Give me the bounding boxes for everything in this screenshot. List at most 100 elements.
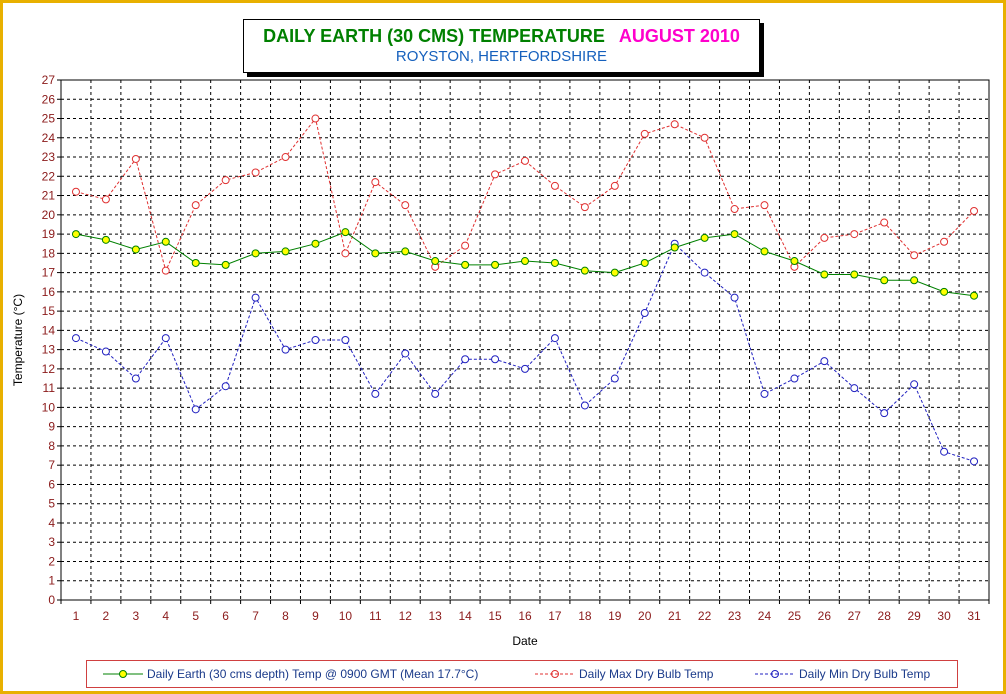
data-point-earth <box>610 268 619 277</box>
data-point-max <box>580 203 589 212</box>
y-tick-label: 25 <box>42 112 56 126</box>
data-point-min <box>161 334 170 343</box>
data-point-max <box>880 218 889 227</box>
x-tick-label: 28 <box>878 609 892 623</box>
data-point-min <box>610 374 619 383</box>
y-tick-label: 26 <box>42 92 56 106</box>
y-tick-label: 17 <box>42 266 56 280</box>
data-point-max <box>760 201 769 210</box>
data-point-min <box>940 447 949 456</box>
y-tick-label: 27 <box>42 73 56 87</box>
data-point-earth <box>700 233 709 242</box>
data-point-earth <box>371 249 380 258</box>
legend-label-max: Daily Max Dry Bulb Temp <box>579 667 714 681</box>
data-point-earth <box>281 247 290 256</box>
data-point-earth <box>790 257 799 266</box>
data-point-min <box>491 355 500 364</box>
data-point-earth <box>491 260 500 269</box>
data-point-max <box>550 181 559 190</box>
x-tick-label: 24 <box>758 609 772 623</box>
data-point-earth <box>521 257 529 266</box>
y-tick-label: 16 <box>42 285 56 299</box>
y-tick-label: 12 <box>42 362 56 376</box>
data-point-min <box>131 374 140 383</box>
y-tick-label: 5 <box>48 497 55 511</box>
x-tick-label: 14 <box>458 609 472 623</box>
y-tick-label: 10 <box>42 400 56 414</box>
data-point-min <box>431 389 440 398</box>
data-point-min <box>341 336 350 344</box>
data-point-min <box>521 364 529 373</box>
data-point-min <box>251 293 260 302</box>
x-tick-label: 18 <box>578 609 592 623</box>
x-tick-label: 26 <box>818 609 832 623</box>
x-tick-label: 3 <box>132 609 139 623</box>
legend-label-earth: Daily Earth (30 cms depth) Temp @ 0900 G… <box>147 667 479 681</box>
data-point-max <box>401 201 410 210</box>
y-tick-label: 9 <box>48 420 55 434</box>
data-point-earth <box>401 247 410 256</box>
data-point-max <box>161 266 170 275</box>
series-min <box>71 239 979 466</box>
x-tick-label: 10 <box>339 609 353 623</box>
y-tick-label: 3 <box>48 535 55 549</box>
data-point-earth <box>880 276 889 285</box>
data-point-earth <box>191 258 200 267</box>
data-point-min <box>221 382 230 391</box>
data-point-min <box>580 401 589 410</box>
x-tick-label: 13 <box>429 609 443 623</box>
legend: Daily Earth (30 cms depth) Temp @ 0900 G… <box>86 660 958 688</box>
data-point-min <box>191 405 200 414</box>
data-point-earth <box>820 270 829 279</box>
series-earth <box>71 228 979 300</box>
data-point-max <box>610 181 619 190</box>
data-point-earth <box>850 270 859 279</box>
data-point-max <box>131 154 140 163</box>
title-line: DAILY EARTH (30 CMS) TEMPERATURE AUGUST 2… <box>244 25 759 47</box>
y-tick-label: 20 <box>42 208 56 222</box>
x-tick-label: 1 <box>73 609 80 623</box>
x-tick-label: 5 <box>192 609 199 623</box>
data-point-max <box>820 233 829 242</box>
data-point-max <box>670 120 679 129</box>
x-tick-label: 31 <box>967 609 981 623</box>
chart-month: AUGUST 2010 <box>618 26 740 46</box>
y-tick-label: 18 <box>42 246 56 260</box>
data-point-max <box>341 249 350 258</box>
data-point-min <box>820 357 829 366</box>
x-tick-label: 6 <box>222 609 229 623</box>
legend-label-min: Daily Min Dry Bulb Temp <box>799 667 931 681</box>
data-point-max <box>910 251 919 260</box>
data-point-max <box>71 187 80 196</box>
data-point-min <box>71 334 80 343</box>
data-point-max <box>101 195 110 204</box>
data-point-max <box>491 170 500 179</box>
data-point-earth <box>311 239 320 248</box>
data-point-min <box>461 355 470 364</box>
data-point-earth <box>910 276 919 285</box>
y-tick-label: 21 <box>42 189 56 203</box>
y-axis-label: Temperature (°C) <box>11 294 25 386</box>
y-tick-label: 4 <box>48 516 55 530</box>
y-axis: 0123456789101112131415161718192021222324… <box>42 73 61 607</box>
x-tick-label: 30 <box>937 609 951 623</box>
data-point-max <box>461 241 470 250</box>
x-tick-label: 7 <box>252 609 259 623</box>
plot-area <box>60 79 990 601</box>
title-box: DAILY EARTH (30 CMS) TEMPERATURE AUGUST 2… <box>243 19 760 73</box>
data-point-max <box>940 237 949 246</box>
data-point-max <box>850 230 859 239</box>
data-point-earth <box>461 260 470 269</box>
data-point-max <box>730 205 739 214</box>
data-point-min <box>850 384 859 393</box>
x-tick-label: 20 <box>638 609 652 623</box>
data-point-max <box>281 153 290 162</box>
data-point-earth <box>550 258 559 267</box>
y-tick-label: 24 <box>42 131 56 145</box>
x-tick-label: 9 <box>312 609 319 623</box>
y-tick-label: 23 <box>42 150 56 164</box>
data-point-earth <box>221 260 230 269</box>
data-point-max <box>640 129 649 138</box>
data-point-min <box>790 374 799 383</box>
